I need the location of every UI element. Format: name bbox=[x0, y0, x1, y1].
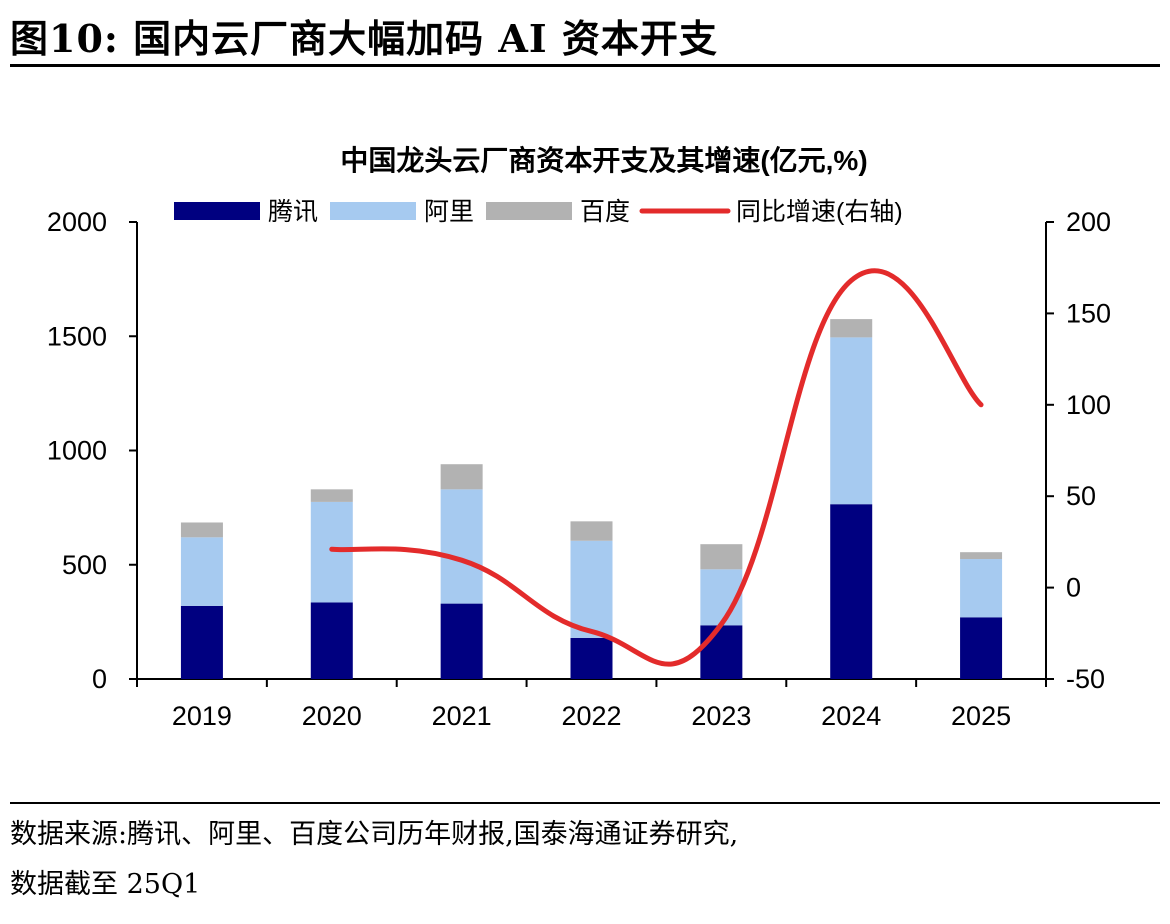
bar-百度-2020 bbox=[310, 489, 353, 502]
bar-百度-2019 bbox=[180, 522, 223, 538]
bar-腾讯-2023 bbox=[700, 625, 743, 679]
bar-阿里-2025 bbox=[960, 559, 1003, 618]
bar-百度-2024 bbox=[830, 319, 873, 338]
bar-百度-2023 bbox=[700, 544, 743, 570]
source-note-line1: 数据来源:腾讯、阿里、百度公司历年财报,国泰海通证券研究, bbox=[10, 819, 739, 850]
chart: 中国龙头云厂商资本开支及其增速(亿元,%)腾讯 阿里 百度 同比增速(右轴)05001… bbox=[47, 145, 1111, 731]
x-axis-tick-label: 2022 bbox=[561, 701, 621, 731]
right-axis-tick-label: 150 bbox=[1066, 298, 1111, 328]
title-divider bbox=[10, 64, 1160, 67]
x-axis-tick-label: 2019 bbox=[172, 701, 232, 731]
legend-label-2: 百度 bbox=[580, 198, 630, 226]
bar-百度-2021 bbox=[440, 464, 483, 490]
left-axis-tick-label: 500 bbox=[62, 550, 107, 580]
bar-阿里-2020 bbox=[310, 501, 353, 603]
bar-腾讯-2020 bbox=[310, 602, 353, 679]
right-axis-tick-label: 50 bbox=[1066, 481, 1096, 511]
figure-title-text: 国内云厂商大幅加码 AI 资本开支 bbox=[133, 16, 718, 61]
left-axis-tick-label: 1000 bbox=[47, 436, 107, 466]
source-divider bbox=[10, 802, 1160, 804]
right-axis-tick-label: 0 bbox=[1066, 573, 1081, 603]
bar-腾讯-2025 bbox=[960, 617, 1003, 679]
x-axis-tick-label: 2024 bbox=[821, 701, 881, 731]
x-axis-tick-label: 2023 bbox=[691, 701, 751, 731]
legend-label-3: 同比增速(右轴) bbox=[736, 198, 903, 226]
right-axis-tick-label: 100 bbox=[1066, 390, 1111, 420]
bar-百度-2025 bbox=[960, 552, 1003, 560]
right-axis-tick-label: -50 bbox=[1066, 664, 1105, 694]
right-axis-tick-label: 200 bbox=[1066, 207, 1111, 237]
legend-label-0: 腾讯 bbox=[268, 198, 318, 226]
legend-swatch-1 bbox=[330, 202, 416, 220]
x-axis-tick-label: 2020 bbox=[302, 701, 362, 731]
bar-阿里-2019 bbox=[180, 537, 223, 606]
bar-腾讯-2021 bbox=[440, 603, 483, 679]
bar-阿里-2022 bbox=[570, 540, 613, 638]
x-axis-tick-label: 2021 bbox=[432, 701, 492, 731]
bar-腾讯-2022 bbox=[570, 637, 613, 679]
figure-label: 图10: bbox=[10, 16, 119, 61]
x-axis-tick-label: 2025 bbox=[951, 701, 1011, 731]
left-axis-tick-label: 0 bbox=[92, 664, 107, 694]
legend-label-1: 阿里 bbox=[424, 198, 474, 226]
bar-阿里-2021 bbox=[440, 489, 483, 604]
bar-腾讯-2019 bbox=[180, 605, 223, 679]
source-note-line2: 数据截至 25Q1 bbox=[10, 869, 201, 900]
legend-swatch-0 bbox=[174, 202, 260, 220]
bar-阿里-2024 bbox=[830, 337, 873, 505]
left-axis-tick-label: 1500 bbox=[47, 321, 107, 351]
chart-title: 中国龙头云厂商资本开支及其增速(亿元,%) bbox=[340, 145, 867, 176]
figure-title: 图10: 国内云厂商大幅加码 AI 资本开支 bbox=[10, 8, 718, 63]
left-axis-tick-label: 2000 bbox=[47, 207, 107, 237]
bar-腾讯-2024 bbox=[830, 504, 873, 679]
growth-line bbox=[329, 268, 984, 667]
bar-百度-2022 bbox=[570, 521, 613, 541]
legend-swatch-2 bbox=[486, 202, 572, 220]
